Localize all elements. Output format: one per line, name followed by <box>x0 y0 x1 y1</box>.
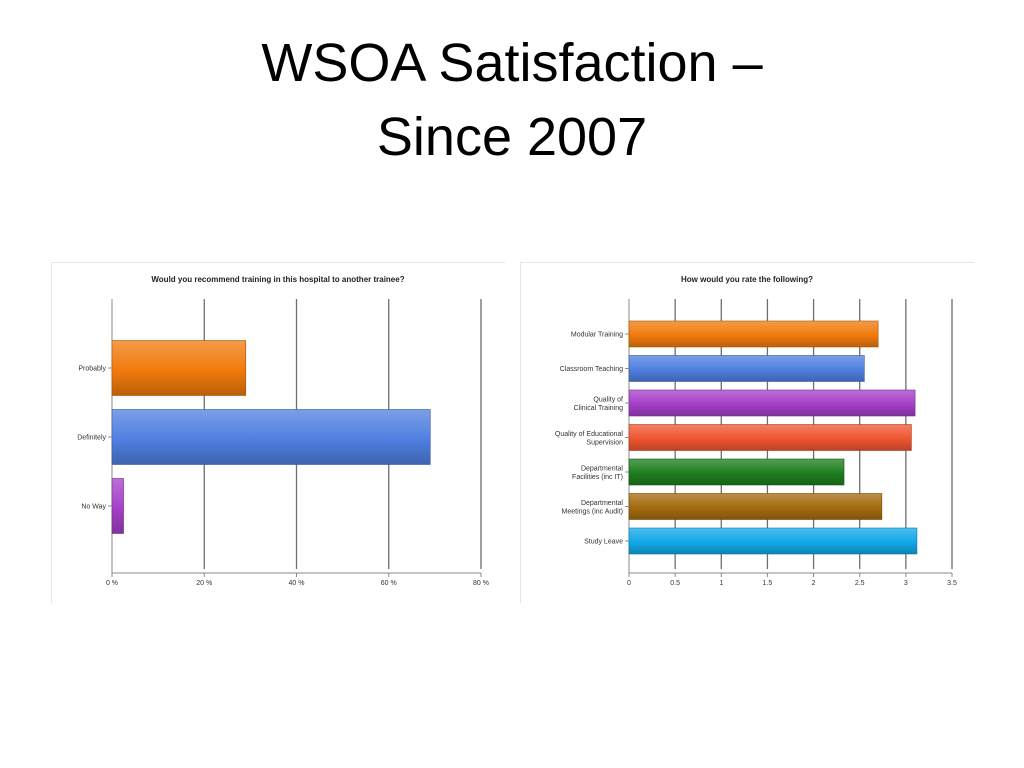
category-label: Quality of Clinical Training <box>574 396 624 412</box>
recommend-chart: Would you recommend training in this hos… <box>77 275 489 587</box>
bar <box>628 527 918 555</box>
bar <box>628 493 883 520</box>
category-label: Modular Training <box>571 332 623 339</box>
bar <box>111 340 247 396</box>
slide-title-line-2: Since 2007 <box>376 107 648 167</box>
rating-chart: How would you rate the following? 0 0.5 1 1.… <box>555 275 957 587</box>
x-tick-label: 1 <box>719 580 723 587</box>
x-tick-label: 3.5 <box>947 580 957 587</box>
category-label: Study Leave <box>584 539 623 546</box>
category-label: Departmental Facilities (inc IT) <box>572 465 623 481</box>
x-tick-label: 2 <box>812 580 816 587</box>
x-tick-label: 80 % <box>473 580 489 587</box>
x-tick-label: 0 <box>627 580 631 587</box>
chart-title: Would you recommend training in this hos… <box>151 275 404 284</box>
category-label: Definitely <box>77 435 106 442</box>
category-label: Classroom Teaching <box>560 366 623 373</box>
bar <box>111 409 431 465</box>
category-label: Departmental Meetings (inc Audit) <box>562 500 624 516</box>
recommend-chart-panel: Would you recommend training in this hos… <box>51 262 505 603</box>
bar <box>628 424 912 451</box>
x-tick-label: 60 % <box>381 580 397 587</box>
x-tick-label: 40 % <box>289 580 305 587</box>
slide-title: WSOA Satisfaction – Since 2007 <box>0 26 1024 174</box>
bar <box>628 458 845 486</box>
bar <box>111 478 124 534</box>
category-label: Probably <box>78 366 106 373</box>
rating-chart-panel: How would you rate the following? 0 0.5 1 1.… <box>520 262 974 603</box>
category-label: No Way <box>81 504 106 511</box>
bar <box>628 389 916 417</box>
bar <box>628 355 865 382</box>
x-tick-label: 0.5 <box>670 580 680 587</box>
category-label: Quality of Educational Supervision <box>555 431 624 447</box>
slide-title-line-1: WSOA Satisfaction – <box>261 33 763 93</box>
chart-title: How would you rate the following? <box>681 275 813 284</box>
x-tick-label: 2.5 <box>855 580 865 587</box>
x-tick-label: 1.5 <box>763 580 773 587</box>
x-tick-label: 20 % <box>196 580 212 587</box>
x-tick-label: 0 % <box>106 580 118 587</box>
bar <box>628 320 879 348</box>
x-tick-label: 3 <box>904 580 908 587</box>
